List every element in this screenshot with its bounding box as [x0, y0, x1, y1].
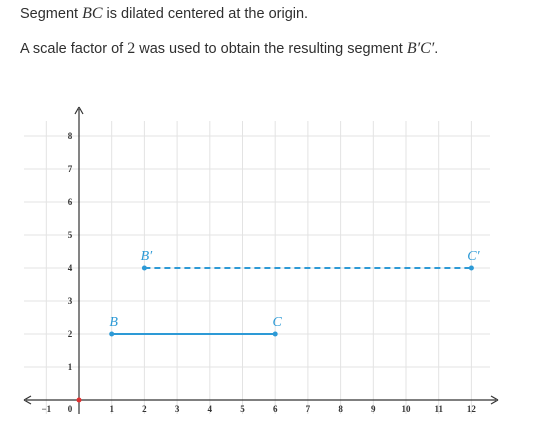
scale-factor-value: 2 — [127, 40, 136, 57]
y-tick-label: 5 — [68, 230, 73, 240]
line1-before: Segment — [20, 6, 83, 22]
x-axis-right-arrow-icon — [490, 395, 499, 405]
point-label-C: C — [273, 315, 283, 330]
x-tick-label: −1 — [41, 404, 51, 414]
point-B — [109, 331, 115, 337]
segments: B C B′ C′ — [109, 249, 481, 337]
y-tick-label: 4 — [68, 263, 73, 273]
x-tick-label: 5 — [240, 404, 245, 414]
x-tick-label: 9 — [371, 404, 376, 414]
y-tick-label: 7 — [68, 164, 73, 174]
segment-b-prime-c-prime-label: B′C′ — [406, 40, 435, 57]
line2-before: A scale factor of — [20, 41, 128, 57]
segment-bc-label: BC — [82, 5, 103, 22]
problem-statement-line-1: Segment BC is dilated centered at the or… — [20, 5, 308, 23]
x-tick-label: 6 — [273, 404, 278, 414]
x-axis-left-arrow-icon — [23, 395, 32, 405]
y-tick-label: 8 — [68, 131, 73, 141]
axes — [23, 106, 499, 414]
origin-point — [76, 397, 82, 403]
line2-middle: was used to obtain the resulting segment — [135, 41, 407, 57]
x-tick-label: 2 — [142, 404, 147, 414]
y-axis-up-arrow-icon — [74, 106, 84, 115]
y-tick-label: 2 — [68, 329, 73, 339]
problem-statement-line-2: A scale factor of 2 was used to obtain t… — [20, 40, 438, 58]
x-tick-label: 3 — [175, 404, 180, 414]
line1-after: is dilated centered at the origin. — [102, 6, 309, 22]
y-tick-label: 6 — [68, 197, 73, 207]
grid-lines — [24, 121, 490, 414]
point-label-C-prime: C′ — [467, 249, 480, 264]
x-tick-label: 4 — [208, 404, 213, 414]
x-tick-label: 1 — [109, 404, 114, 414]
x-tick-label: 7 — [306, 404, 311, 414]
point-label-B: B — [109, 315, 118, 330]
line2-after: . — [434, 41, 439, 57]
x-tick-label: 8 — [338, 404, 343, 414]
x-tick-label: 10 — [402, 404, 412, 414]
y-tick-label: 3 — [68, 296, 73, 306]
point-C — [272, 331, 278, 337]
x-tick-label: 0 — [68, 404, 73, 414]
point-B-prime — [141, 265, 147, 271]
point-C-prime — [468, 265, 474, 271]
point-label-B-prime: B′ — [141, 249, 154, 264]
y-tick-label: 1 — [68, 362, 73, 372]
x-tick-label: 12 — [467, 404, 477, 414]
x-tick-label: 11 — [434, 404, 443, 414]
